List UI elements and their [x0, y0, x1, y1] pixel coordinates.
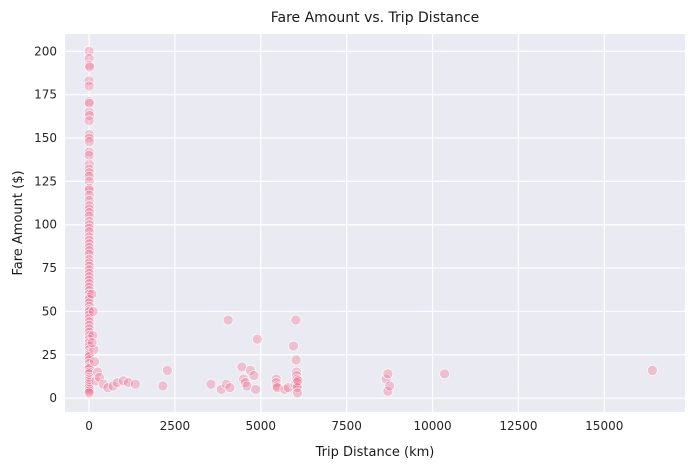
data-point — [83, 387, 95, 399]
data-point — [83, 146, 95, 158]
x-tick-label: 15000 — [585, 419, 623, 433]
data-point — [288, 340, 299, 352]
data-point — [107, 380, 119, 392]
tick-labels: 0 2500 5000 7500 10000 12500 15000 0 25 50 75 100 12… — [34, 44, 623, 433]
y-tick-label: 50 — [42, 304, 57, 318]
data-point — [224, 382, 236, 394]
data-point — [292, 375, 304, 387]
y-tick-label: 75 — [42, 261, 57, 275]
data-point — [83, 106, 95, 118]
data-point — [245, 365, 256, 376]
data-point — [123, 377, 134, 388]
data-point — [252, 333, 263, 345]
y-tick-label: 125 — [34, 174, 57, 188]
data-point — [222, 314, 234, 326]
data-point — [439, 368, 450, 380]
data-point — [83, 167, 95, 179]
y-tick-label: 150 — [34, 131, 57, 145]
data-point — [647, 365, 658, 376]
data-point — [282, 382, 294, 394]
data-point — [86, 288, 98, 300]
data-point — [162, 365, 173, 376]
x-tick-label: 2500 — [160, 419, 191, 433]
plot-background — [65, 34, 685, 412]
data-point — [270, 377, 282, 388]
data-point — [84, 98, 95, 109]
data-point — [130, 378, 141, 390]
data-point — [84, 207, 95, 218]
data-point — [292, 387, 303, 399]
x-tick-label: 10000 — [413, 419, 451, 433]
x-axis-label: Trip Distance (km) — [315, 445, 435, 460]
data-point — [382, 368, 394, 380]
data-point — [84, 136, 95, 147]
data-point — [205, 378, 217, 390]
y-axis-label: Fare Amount ($) — [11, 170, 26, 275]
chart-title: Fare Amount vs. Trip Distance — [271, 10, 480, 26]
data-point — [111, 377, 123, 388]
x-tick-label: 0 — [85, 419, 93, 433]
x-tick-label: 12500 — [499, 419, 537, 433]
data-point — [86, 337, 98, 348]
data-point — [250, 384, 261, 395]
data-point — [157, 380, 169, 392]
x-tick-label: 7500 — [331, 419, 362, 433]
data-point — [83, 222, 95, 234]
data-point — [87, 306, 99, 317]
data-point — [89, 356, 100, 368]
data-point — [290, 354, 302, 366]
data-point — [83, 80, 95, 92]
data-point — [88, 344, 100, 355]
y-tick-label: 100 — [34, 218, 57, 232]
y-tick-label: 175 — [34, 88, 57, 102]
data-point — [248, 370, 260, 381]
data-point — [84, 61, 96, 73]
data-points — [83, 46, 658, 399]
y-tick-label: 25 — [42, 348, 57, 362]
y-tick-label: 200 — [34, 44, 57, 58]
y-tick-label: 0 — [49, 391, 57, 405]
x-tick-label: 5000 — [246, 419, 277, 433]
data-point — [83, 115, 95, 126]
data-point — [83, 132, 95, 144]
data-point — [290, 314, 302, 326]
data-point — [384, 380, 395, 392]
grid-lines — [65, 34, 685, 412]
data-point — [83, 150, 95, 161]
data-point — [84, 245, 95, 257]
